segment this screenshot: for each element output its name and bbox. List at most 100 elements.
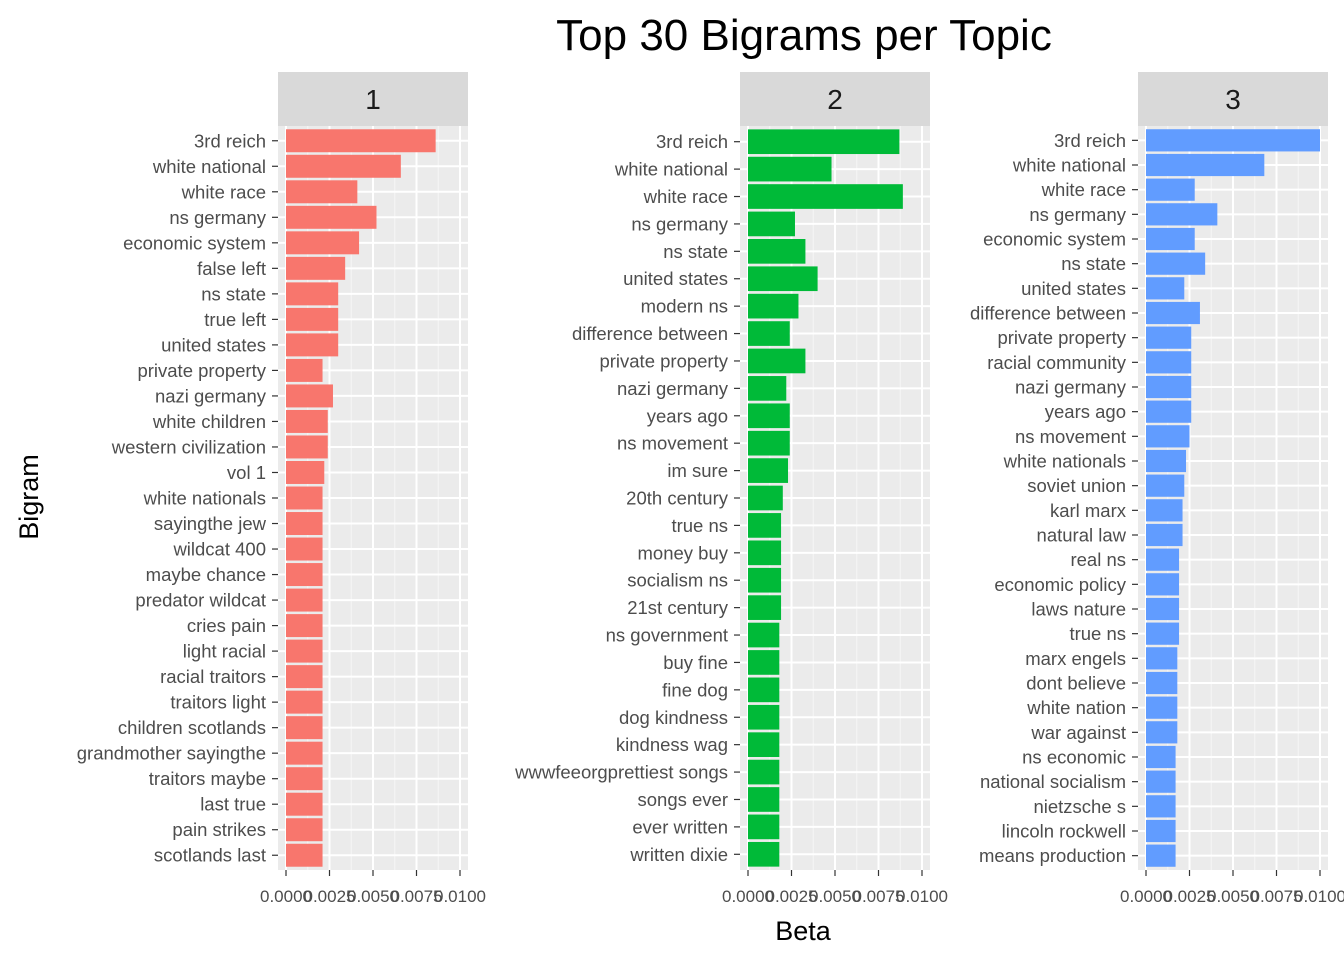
bar-ns-economic <box>1146 745 1176 769</box>
category-label: nazi germany <box>1015 377 1127 398</box>
bar-war-against <box>1146 721 1178 744</box>
bar-written-dixie <box>748 841 780 867</box>
category-label: dog kindness <box>619 707 728 728</box>
bar-years-ago <box>748 403 790 429</box>
bar-ns-state <box>748 239 806 264</box>
category-label: im sure <box>667 460 728 481</box>
bar-ns-movement <box>748 430 790 456</box>
bar-ns-state <box>1146 252 1206 275</box>
category-label: predator wildcat <box>135 590 266 611</box>
bar-white-national <box>748 156 832 182</box>
x-tick-label: 0.0025 <box>304 887 356 906</box>
category-label: real ns <box>1070 549 1126 570</box>
bar-traitors-maybe <box>286 767 323 791</box>
category-label: nazi germany <box>617 378 729 399</box>
category-label: ns movement <box>1015 426 1126 447</box>
x-tick-label: 0.0000 <box>260 887 312 906</box>
category-label: war against <box>1030 722 1126 743</box>
bar-light-racial <box>286 639 323 663</box>
category-label: difference between <box>572 323 728 344</box>
category-label: modern ns <box>641 296 728 317</box>
category-label: ns germany <box>631 213 728 234</box>
category-label: private property <box>137 360 266 381</box>
category-label: marx engels <box>1025 648 1126 669</box>
bar-white-race <box>1146 178 1195 201</box>
bar-cries-pain <box>286 614 323 638</box>
facet-panel-1: 1 3rd reich white national white race ns ger… <box>77 72 486 906</box>
bar-modern-ns <box>748 293 799 319</box>
x-tick-label: 0.0025 <box>1164 887 1216 906</box>
category-label: children scotlands <box>118 717 266 738</box>
x-tick-label: 0.0050 <box>1207 887 1259 906</box>
bar-economic-system <box>1146 227 1195 251</box>
category-label: ns economic <box>1022 747 1126 768</box>
bar-3rd-reich <box>1146 129 1320 152</box>
bar-im-sure <box>748 458 789 483</box>
x-tick-label: 0.0075 <box>853 887 905 906</box>
bar-racial-community <box>1146 351 1192 374</box>
category-label: white national <box>1012 155 1126 176</box>
bar-means-production <box>1146 844 1176 867</box>
category-label: white national <box>614 159 728 180</box>
bar-white-children <box>286 409 328 433</box>
category-label: white nationals <box>1003 451 1126 472</box>
category-label: kindness wag <box>616 734 728 755</box>
bar-nietzsche-s <box>1146 795 1176 818</box>
category-label: white national <box>152 156 266 177</box>
category-label: fine dog <box>662 679 728 700</box>
bar-marx-engels <box>1146 647 1178 670</box>
bar-grandmother-sayingthe <box>286 741 323 765</box>
bar-private-property <box>1146 326 1192 349</box>
category-label: racial traitors <box>160 666 266 687</box>
bar-white-nationals <box>286 486 323 510</box>
bar-wwwfeeorgprettiest-songs <box>748 759 780 785</box>
category-label: natural law <box>1037 525 1127 546</box>
category-label: ns germany <box>1029 204 1126 225</box>
bar-ever-written <box>748 814 780 840</box>
bar-difference-between <box>748 321 790 346</box>
category-label: national socialism <box>980 771 1126 792</box>
x-axis-title: Beta <box>775 916 832 946</box>
category-label: soviet union <box>1027 475 1126 496</box>
bar-united-states <box>748 266 818 292</box>
category-label: true ns <box>671 515 728 536</box>
bar-white-national <box>1146 153 1265 177</box>
bar-wildcat-400 <box>286 537 323 561</box>
category-label: true ns <box>1069 623 1126 644</box>
bar-false-left <box>286 256 346 280</box>
category-label: economic system <box>123 232 266 253</box>
category-label: grandmother sayingthe <box>77 743 266 764</box>
bar-traitors-light <box>286 690 323 714</box>
bar-sayingthe-jew <box>286 512 323 535</box>
category-label: traitors light <box>170 692 266 713</box>
bar-united-states <box>1146 277 1185 300</box>
category-label: white race <box>181 181 266 202</box>
category-label: karl marx <box>1050 500 1127 521</box>
bar-21st-century <box>748 595 782 620</box>
category-label: ns movement <box>617 433 728 454</box>
category-label: ns state <box>663 241 728 262</box>
bar-true-ns <box>748 513 782 538</box>
bar-buy-fine <box>748 650 780 675</box>
bar-ns-movement <box>1146 425 1190 448</box>
bar-real-ns <box>1146 548 1180 571</box>
category-label: false left <box>197 258 266 279</box>
category-label: true left <box>204 309 266 330</box>
category-label: economic policy <box>994 574 1126 595</box>
category-label: written dixie <box>629 844 728 865</box>
category-label: years ago <box>1045 401 1126 422</box>
bar-racial-traitors <box>286 665 323 689</box>
category-label: private property <box>997 327 1126 348</box>
x-tick-label: 0.0000 <box>722 887 774 906</box>
category-label: ns state <box>1061 253 1126 274</box>
bar-3rd-reich <box>286 129 436 153</box>
bar-3rd-reich <box>748 129 900 155</box>
bar-economic-system <box>286 231 360 255</box>
facet-strip <box>278 72 468 126</box>
category-label: white children <box>152 411 266 432</box>
category-label: means production <box>979 845 1126 866</box>
facet-panels: 1 3rd reich white national white race ns ger… <box>77 72 1344 906</box>
category-label: white race <box>643 186 728 207</box>
x-tick-label: 0.0075 <box>1251 887 1303 906</box>
